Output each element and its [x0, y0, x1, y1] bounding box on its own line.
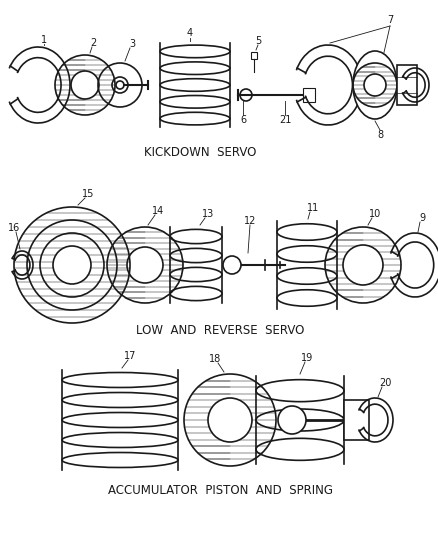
Text: 20: 20	[379, 378, 391, 388]
Bar	[251, 52, 257, 59]
Text: 10: 10	[369, 209, 381, 219]
Text: 7: 7	[387, 15, 393, 25]
Text: 3: 3	[129, 39, 135, 49]
Text: 19: 19	[301, 353, 313, 363]
Text: 5: 5	[255, 36, 261, 46]
Text: 4: 4	[187, 28, 193, 38]
Bar	[344, 400, 369, 440]
Text: 1: 1	[41, 35, 47, 45]
Circle shape	[278, 406, 306, 434]
Text: 21: 21	[279, 115, 291, 125]
Text: LOW  AND  REVERSE  SERVO: LOW AND REVERSE SERVO	[136, 324, 304, 336]
Bar	[397, 65, 417, 105]
Text: 12: 12	[244, 216, 256, 226]
Bar	[303, 88, 315, 102]
Text: 6: 6	[240, 115, 246, 125]
Text: 17: 17	[124, 351, 136, 361]
Text: 14: 14	[152, 206, 164, 216]
Text: 15: 15	[82, 189, 94, 199]
Text: 11: 11	[307, 203, 319, 213]
Text: ACCUMULATOR  PISTON  AND  SPRING: ACCUMULATOR PISTON AND SPRING	[107, 483, 332, 497]
Text: 9: 9	[419, 213, 425, 223]
Text: 2: 2	[90, 38, 96, 48]
Text: 8: 8	[377, 130, 383, 140]
Ellipse shape	[353, 51, 397, 119]
Text: 16: 16	[8, 223, 20, 233]
Text: 13: 13	[202, 209, 214, 219]
Circle shape	[223, 256, 241, 274]
Text: KICKDOWN  SERVO: KICKDOWN SERVO	[144, 146, 256, 158]
Text: 18: 18	[209, 354, 221, 364]
